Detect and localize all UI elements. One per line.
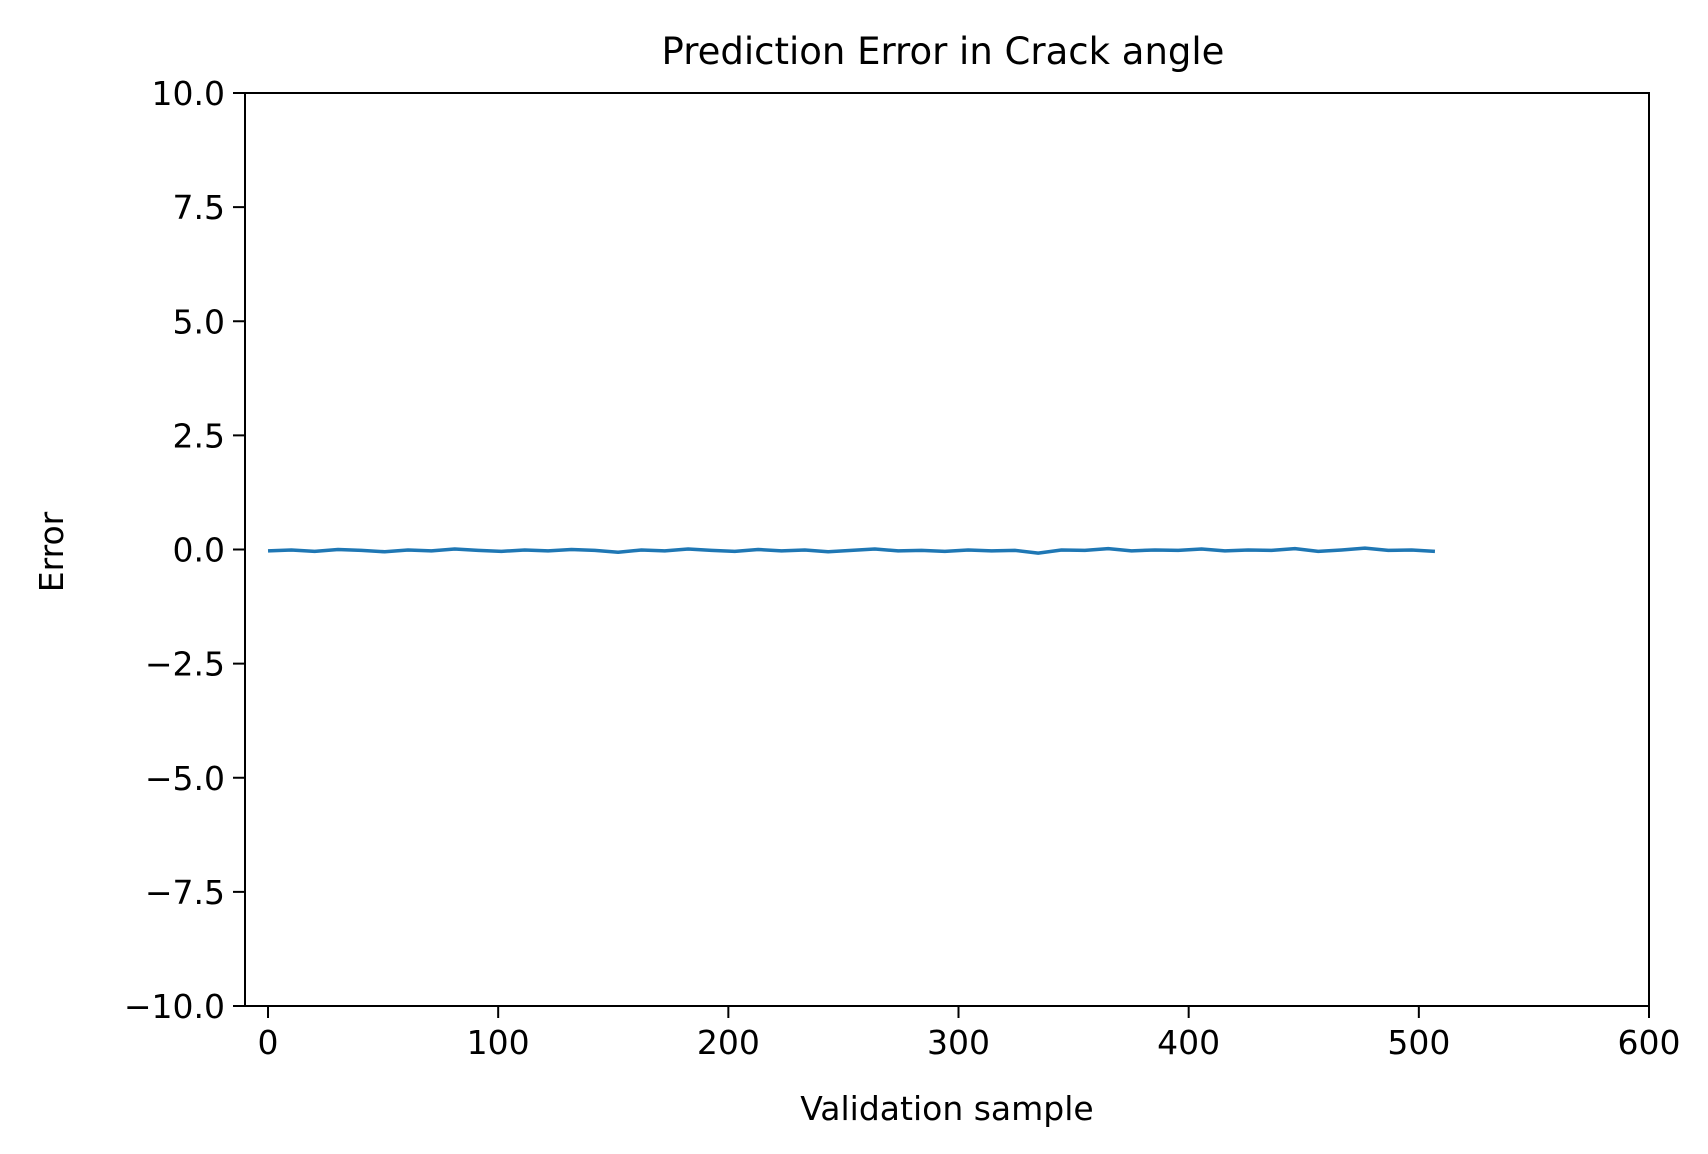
y-tick-label: −5.0	[145, 759, 225, 798]
y-tick-label: 7.5	[173, 188, 225, 227]
y-axis: 10.0 7.5 5.0 2.5 0.0 −2.5 −5.0 −7.5 −10.0	[124, 74, 245, 1026]
x-tick-label: 100	[467, 1023, 530, 1062]
y-axis-label: Error	[32, 511, 71, 592]
y-tick-label: 0.0	[173, 531, 225, 570]
series-line	[267, 546, 1436, 555]
y-tick-label: 5.0	[173, 302, 225, 341]
y-tick-label: −2.5	[145, 645, 225, 684]
chart-title: Prediction Error in Crack angle	[662, 30, 1225, 73]
y-tick-label: −7.5	[145, 873, 225, 912]
x-axis-label: Validation sample	[800, 1089, 1093, 1128]
y-tick-label: 10.0	[152, 74, 225, 113]
y-tick-label: −10.0	[124, 987, 225, 1026]
x-tick-label: 400	[1157, 1023, 1220, 1062]
x-tick-label: 600	[1618, 1023, 1681, 1062]
series-layer	[267, 546, 1436, 555]
x-axis: 0 100 200 300 400 500 600	[258, 1006, 1681, 1062]
x-tick-label: 300	[927, 1023, 990, 1062]
y-tick-label: 2.5	[173, 416, 225, 455]
x-tick-label: 500	[1387, 1023, 1450, 1062]
x-tick-label: 200	[697, 1023, 760, 1062]
x-tick-label: 0	[258, 1023, 279, 1062]
